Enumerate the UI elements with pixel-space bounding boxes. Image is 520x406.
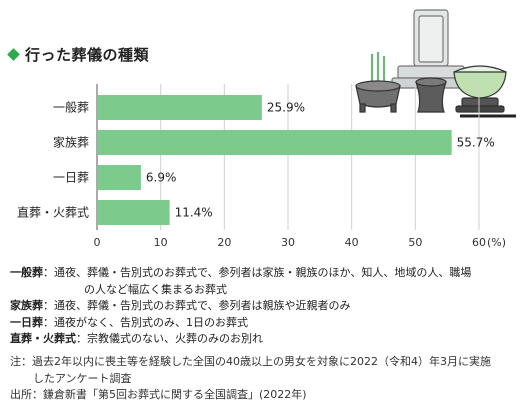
definitions: 一般葬：通夜、葬儀・告別式のお葬式で、参列者は家族・親族のほか、知人、地域の人、… <box>10 265 515 348</box>
bar <box>97 130 452 155</box>
category-label: 一般葬 <box>53 100 89 115</box>
x-unit-label: (%) <box>487 236 506 249</box>
definition-term: 一般葬 <box>10 266 43 279</box>
bar-chart: 0 10 20 30 40 50 60 (%) 一般葬 25.9% 家族葬 55.7% 一日葬 6.9% 直… <box>17 84 506 250</box>
x-tick-label: 60 <box>472 236 486 249</box>
rice-bowl-icon <box>453 65 516 118</box>
note-line: 注：過去2年以内に喪主等を経験した全国の40歳以上の男女を対象に2022（令和4… <box>10 355 491 368</box>
definition-text: ：宗教儀式のない、火葬のみのお別れ <box>76 332 263 345</box>
definition-oneday: 一日葬：通夜がなく、告別式のみ、1日のお葬式 <box>10 315 515 332</box>
definition-general: 一般葬：通夜、葬儀・告別式のお葬式で、参列者は家族・親族のほか、知人、地域の人、… <box>10 265 515 282</box>
x-tick-label: 40 <box>345 236 359 249</box>
labels: 0 10 20 30 40 50 60 (%) 一般葬 25.9% 家族葬 55.7% 一日葬 6.9% 直… <box>17 100 506 250</box>
definition-text: ：通夜、葬儀・告別式のお葬式で、参列者は家族・親族のほか、知人、地域の人、職場 <box>43 266 472 279</box>
definition-direct: 直葬・火葬式：宗教儀式のない、火葬のみのお別れ <box>10 331 515 348</box>
definition-continuation: の人など幅広く集まるお葬式 <box>84 282 227 296</box>
value-label: 25.9% <box>267 101 305 115</box>
definition-text: ：通夜、葬儀・告別式のお葬式で、参列者は親族や近親者のみ <box>43 299 351 312</box>
note-line-continuation: したアンケート調査 <box>33 371 132 385</box>
definition-text: ：通夜がなく、告別式のみ、1日のお葬式 <box>43 315 248 329</box>
value-label: 6.9% <box>146 171 177 185</box>
x-tick-label: 20 <box>217 236 231 249</box>
chart-title: 行った葬儀の種類 <box>25 46 150 64</box>
definition-term: 直葬・火葬式 <box>10 332 76 345</box>
bar <box>97 95 262 120</box>
definition-family: 家族葬：通夜、葬儀・告別式のお葬式で、参列者は親族や近親者のみ <box>10 298 515 315</box>
bars <box>97 95 452 225</box>
category-label: 家族葬 <box>53 135 89 150</box>
value-label: 11.4% <box>175 206 213 220</box>
chart-title-row: 行った葬儀の種類 <box>6 44 149 65</box>
category-label: 直葬・火葬式 <box>17 206 89 220</box>
flower-vase-icon <box>415 77 447 113</box>
source-line: 出所：鎌倉新書「第5回お葬式に関する全国調査」(2022年) <box>10 388 307 401</box>
bar <box>97 165 141 190</box>
incense-burner-icon <box>355 52 401 113</box>
x-tick-label: 50 <box>408 236 422 249</box>
category-label: 一日葬 <box>53 171 89 185</box>
funeral-illustration <box>355 9 516 118</box>
value-label: 55.7% <box>457 136 495 150</box>
x-tick-label: 0 <box>94 236 101 249</box>
notes: 注：過去2年以内に喪主等を経験した全国の40歳以上の男女を対象に2022（令和4… <box>10 354 515 404</box>
definition-term: 家族葬 <box>10 299 43 312</box>
x-tick-label: 30 <box>281 236 295 249</box>
bar <box>97 200 170 225</box>
definition-term: 一日葬 <box>10 315 43 329</box>
x-tick-label: 10 <box>154 236 168 249</box>
